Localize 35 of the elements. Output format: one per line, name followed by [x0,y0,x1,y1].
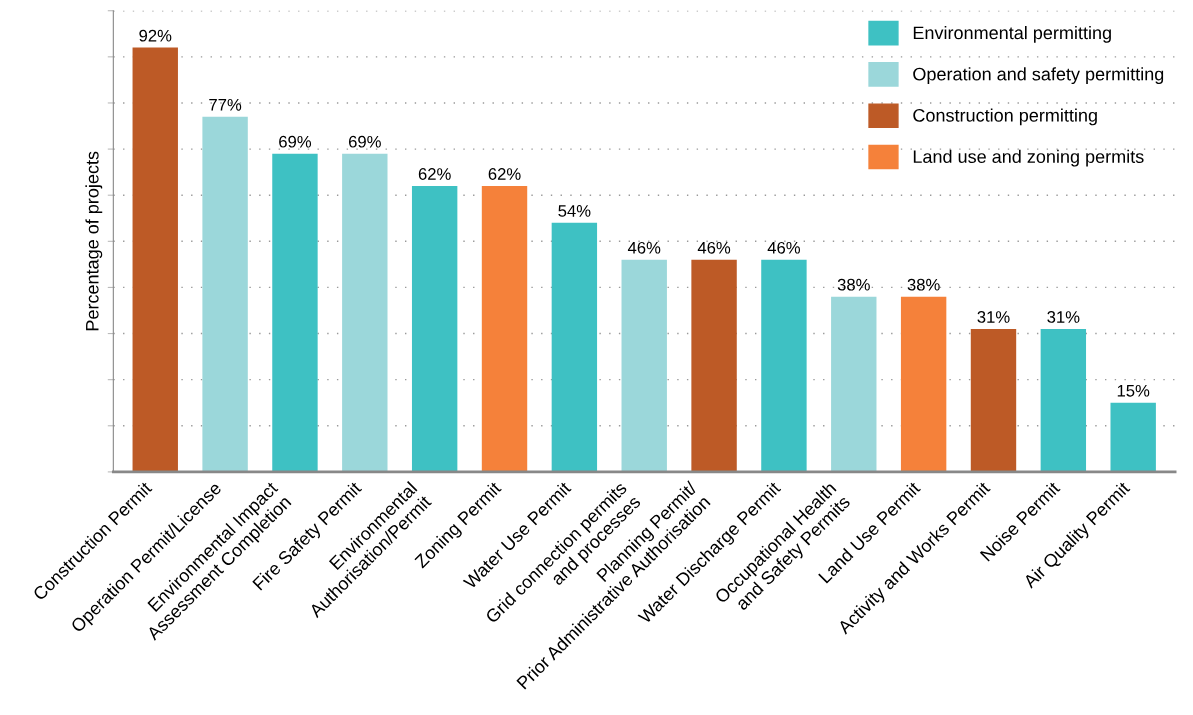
bar [132,47,178,472]
data-label: 46% [697,241,731,254]
data-label: 77% [209,98,242,111]
data-label: 62% [488,168,521,180]
bar [202,116,248,472]
data-label: 31% [977,311,1010,323]
legend-label: Land use and zoning permits [913,149,1144,167]
bar [551,222,598,472]
data-label: 46% [767,241,801,254]
legend-label: Construction permitting [913,108,1097,126]
y-axis-title: Percentage of projects [85,151,103,331]
bar [411,185,458,472]
bar [831,296,877,472]
data-label: 15% [1117,384,1150,397]
bar [761,259,807,472]
data-label: 46% [627,241,661,254]
bar [481,185,528,472]
legend-label: Environmental permitting [913,25,1111,43]
bar [1110,402,1156,472]
bar [621,259,667,472]
bar [900,296,947,472]
data-label: 38% [907,278,940,291]
bar [1040,328,1087,472]
data-label: 31% [1047,311,1080,323]
data-label: 69% [348,135,381,148]
bar [970,328,1017,472]
bar [272,153,318,472]
legend-label: Operation and safety permitting [913,67,1164,85]
bar [691,259,737,472]
data-label: 69% [279,135,312,148]
data-label: 92% [139,29,172,42]
data-label: 38% [837,278,870,291]
data-label: 54% [558,205,591,217]
bar [342,153,388,472]
data-label: 62% [418,168,451,180]
